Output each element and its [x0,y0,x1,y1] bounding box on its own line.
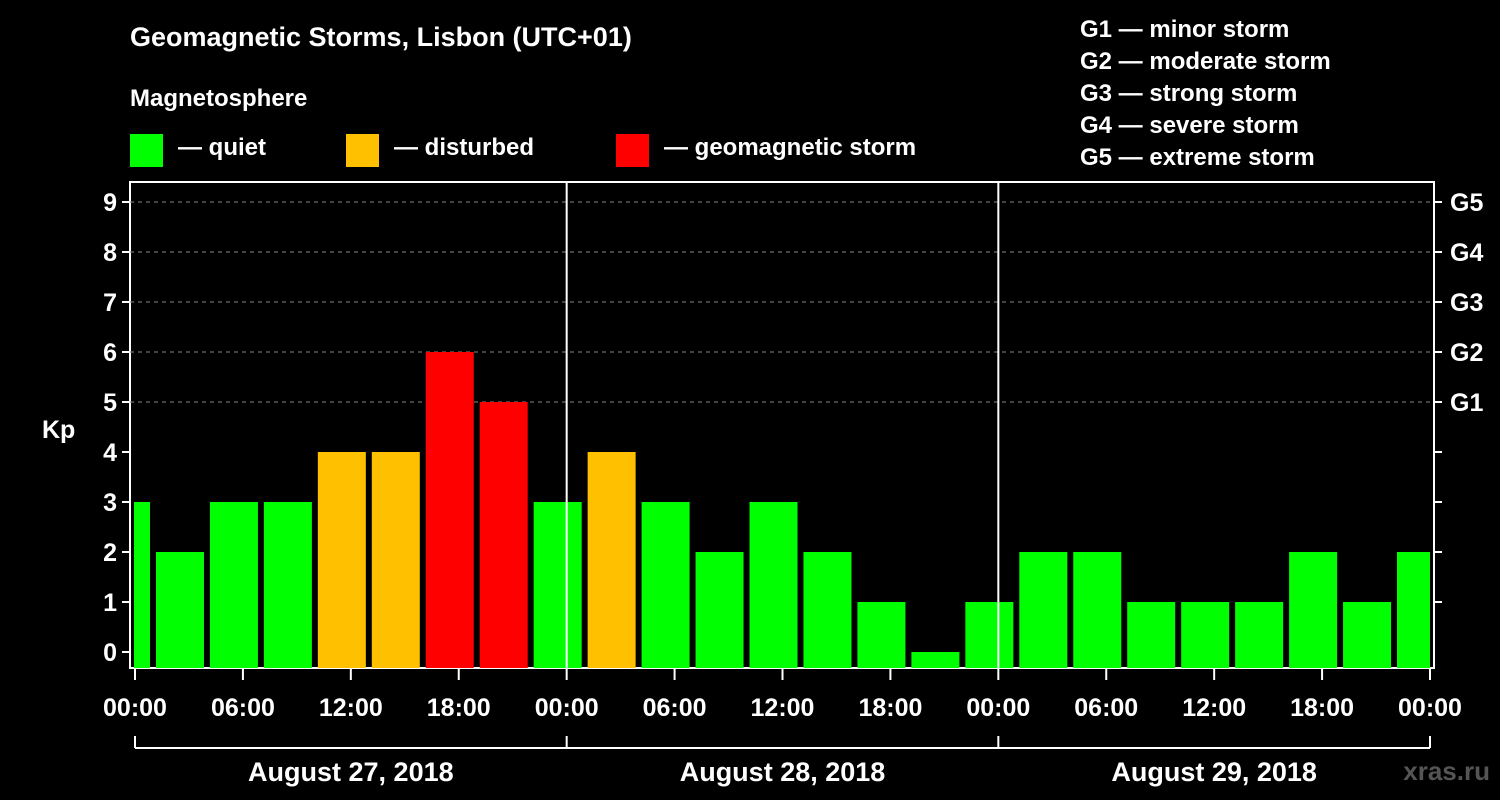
kp-bar [1289,552,1338,668]
chart-title: Geomagnetic Storms, Lisbon (UTC+01) [130,22,632,52]
g-level-label: G5 [1450,189,1483,217]
chart-subtitle: Magnetosphere [130,85,308,112]
x-tick-label: 18:00 [1290,694,1354,722]
kp-bar [587,452,636,668]
kp-bar [533,502,582,668]
kp-bar [425,352,474,668]
kp-bar [911,652,960,668]
kp-bar [857,602,906,668]
kp-bar [263,502,312,668]
kp-bar [1127,602,1176,668]
legend-swatch-quiet [130,134,163,167]
storm-scale-g3: G3 — strong storm [1080,80,1298,107]
g-level-label: G1 [1450,389,1483,417]
x-tick-label: 00:00 [103,694,167,722]
y-tick-label: 5 [103,389,117,417]
kp-bar [134,502,151,668]
x-tick-label: 06:00 [643,694,707,722]
legend-label-quiet: — quiet [178,134,266,161]
kp-bar [479,402,528,668]
kp-bar [317,452,366,668]
y-tick-label: 0 [103,639,117,667]
x-tick-label: 06:00 [1074,694,1138,722]
x-tick-label: 00:00 [535,694,599,722]
y-tick-label: 2 [103,539,117,567]
kp-bar [1235,602,1284,668]
day-label: August 27, 2018 [248,757,454,787]
x-tick-label: 18:00 [858,694,922,722]
kp-bar [371,452,420,668]
storm-scale-g2: G2 — moderate storm [1080,48,1331,75]
kp-bar [1397,552,1430,668]
storm-scale-list: G1 — minor storm G2 — moderate storm G3 … [1080,14,1331,174]
watermark: xras.ru [1403,756,1490,786]
legend-swatch-disturbed [346,134,379,167]
kp-bar [641,502,690,668]
day-label: August 29, 2018 [1111,757,1317,787]
kp-bar [965,602,1014,668]
x-tick-label: 12:00 [1182,694,1246,722]
kp-bar [1181,602,1230,668]
legend-swatch-storm [616,134,649,167]
kp-bar [749,502,798,668]
storm-scale-g5: G5 — extreme storm [1080,144,1315,171]
x-tick-label: 12:00 [319,694,383,722]
y-tick-label: 8 [103,239,117,267]
storm-scale-g1: G1 — minor storm [1080,16,1290,43]
kp-bar [1019,552,1068,668]
x-tick-label: 00:00 [966,694,1030,722]
x-tick-label: 12:00 [751,694,815,722]
y-tick-label: 6 [103,339,117,367]
y-tick-label: 3 [103,489,117,517]
g-level-label: G4 [1450,239,1483,267]
kp-bar [155,552,204,668]
kp-bar [1073,552,1122,668]
x-tick-label: 18:00 [427,694,491,722]
kp-bar [209,502,258,668]
kp-bar [695,552,744,668]
g-level-label: G3 [1450,289,1483,317]
storm-scale-g4: G4 — severe storm [1080,112,1299,139]
x-tick-label: 00:00 [1398,694,1462,722]
legend-label-disturbed: — disturbed [394,134,535,161]
legend-label-storm: — geomagnetic storm [664,134,917,161]
y-tick-label: 4 [103,439,117,467]
kp-bar [1343,602,1392,668]
y-axis-label: Kp [42,416,75,444]
x-tick-label: 06:00 [211,694,275,722]
y-tick-label: 1 [103,589,117,617]
y-tick-label: 7 [103,289,117,317]
day-label: August 28, 2018 [680,757,886,787]
g-level-label: G2 [1450,339,1483,367]
y-tick-label: 9 [103,189,117,217]
kp-bar [803,552,852,668]
